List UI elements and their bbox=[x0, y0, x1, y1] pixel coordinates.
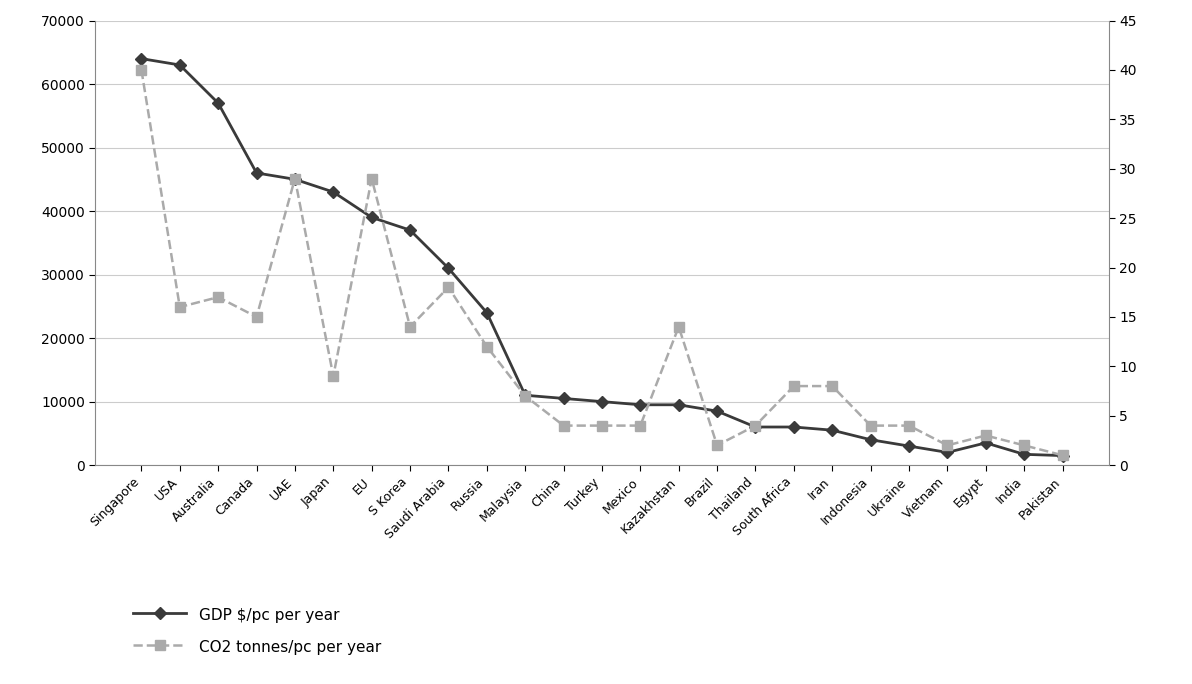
Legend: GDP $/pc per year, CO2 tonnes/pc per year: GDP $/pc per year, CO2 tonnes/pc per yea… bbox=[126, 599, 387, 663]
